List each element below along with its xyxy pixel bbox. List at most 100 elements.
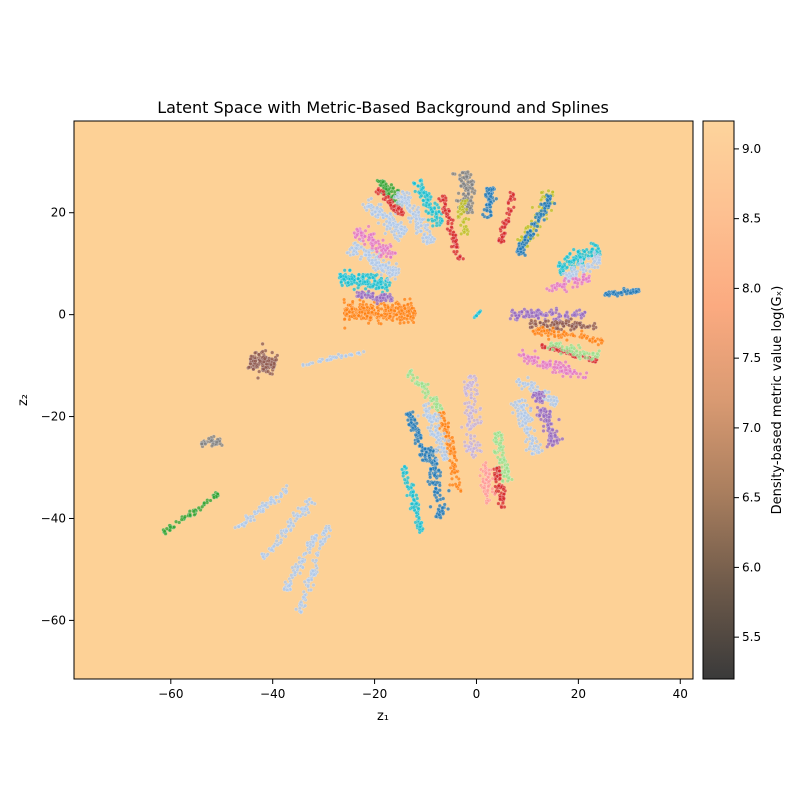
scatter-point — [517, 399, 522, 404]
scatter-point — [456, 198, 461, 203]
scatter-point — [408, 219, 413, 224]
scatter-point — [466, 179, 471, 184]
scatter-point — [369, 310, 374, 315]
scatter-point — [502, 231, 507, 236]
scatter-point — [533, 321, 538, 326]
scatter-point — [555, 320, 560, 325]
scatter-point — [460, 204, 465, 209]
scatter-point — [538, 408, 543, 413]
scatter-point — [442, 431, 447, 436]
scatter-point — [547, 409, 552, 414]
scatter-point — [196, 505, 201, 510]
scatter-point — [547, 390, 552, 395]
scatter-point — [534, 443, 539, 448]
scatter-point — [248, 518, 253, 523]
scatter-point — [183, 514, 188, 519]
scatter-point — [578, 350, 583, 355]
x-axis: −60 −40 −20 0 20 40 — [158, 679, 688, 701]
scatter-point — [504, 466, 509, 471]
scatter-point — [539, 312, 544, 317]
scatter-point — [407, 209, 412, 214]
scatter-point — [550, 343, 555, 348]
scatter-point — [367, 253, 372, 258]
scatter-point — [437, 512, 442, 517]
scatter-point — [290, 565, 295, 570]
scatter-point — [370, 212, 375, 217]
scatter-point — [449, 244, 454, 249]
scatter-point — [474, 388, 479, 393]
scatter-point — [179, 517, 184, 522]
scatter-point — [546, 337, 551, 342]
scatter-point — [520, 348, 525, 353]
cluster — [456, 198, 471, 237]
scatter-point — [334, 355, 339, 360]
scatter-point — [435, 457, 440, 462]
scatter-point — [464, 224, 469, 229]
scatter-point — [487, 202, 492, 207]
scatter-point — [578, 371, 583, 376]
scatter-point — [482, 486, 487, 491]
scatter-point — [567, 259, 572, 264]
scatter-point — [560, 344, 565, 349]
scatter-point — [597, 348, 602, 353]
scatter-point — [410, 206, 415, 211]
scatter-point — [483, 192, 488, 197]
scatter-point — [312, 536, 317, 541]
scatter-point — [391, 204, 396, 209]
cluster — [337, 268, 392, 297]
scatter-point — [407, 203, 412, 208]
scatter-point — [560, 374, 565, 379]
scatter-point — [538, 396, 543, 401]
scatter-point — [565, 310, 570, 315]
scatter-point — [378, 279, 383, 284]
scatter-point — [373, 240, 378, 245]
scatter-point — [347, 309, 352, 314]
scatter-point — [426, 217, 431, 222]
scatter-point — [385, 251, 390, 256]
scatter-point — [389, 308, 394, 313]
scatter-point — [433, 486, 438, 491]
scatter-point — [324, 358, 329, 363]
cluster — [374, 186, 406, 217]
scatter-point — [500, 234, 505, 239]
scatter-point — [437, 483, 442, 488]
scatter-point — [416, 439, 421, 444]
scatter-point — [572, 346, 577, 351]
scatter-point — [577, 321, 582, 326]
scatter-point — [200, 504, 205, 509]
scatter-point — [524, 415, 529, 420]
scatter-point — [502, 221, 507, 226]
scatter-point — [257, 369, 262, 374]
scatter-point — [525, 309, 530, 314]
scatter-point — [464, 174, 469, 179]
scatter-point — [564, 371, 569, 376]
scatter-point — [384, 227, 389, 232]
scatter-point — [266, 369, 271, 374]
scatter-point — [411, 376, 416, 381]
scatter-point — [287, 583, 292, 588]
scatter-point — [359, 230, 364, 235]
scatter-point — [459, 211, 464, 216]
scatter-point — [436, 507, 441, 512]
scatter-point — [269, 547, 274, 552]
scatter-point — [422, 384, 427, 389]
scatter-point — [284, 529, 289, 534]
scatter-point — [257, 505, 262, 510]
scatter-point — [370, 294, 375, 299]
scatter-point — [464, 432, 469, 437]
scatter-point — [517, 252, 522, 257]
scatter-point — [469, 182, 474, 187]
scatter-point — [534, 439, 539, 444]
scatter-point — [349, 352, 354, 357]
scatter-point — [509, 208, 514, 213]
scatter-point — [299, 507, 304, 512]
scatter-point — [425, 193, 430, 198]
scatter-point — [540, 342, 545, 347]
scatter-point — [508, 196, 513, 201]
scatter-point — [416, 515, 421, 520]
scatter-point — [294, 516, 299, 521]
scatter-point — [373, 273, 378, 278]
scatter-point — [286, 524, 291, 529]
scatter-point — [447, 209, 452, 214]
scatter-point — [379, 272, 384, 277]
